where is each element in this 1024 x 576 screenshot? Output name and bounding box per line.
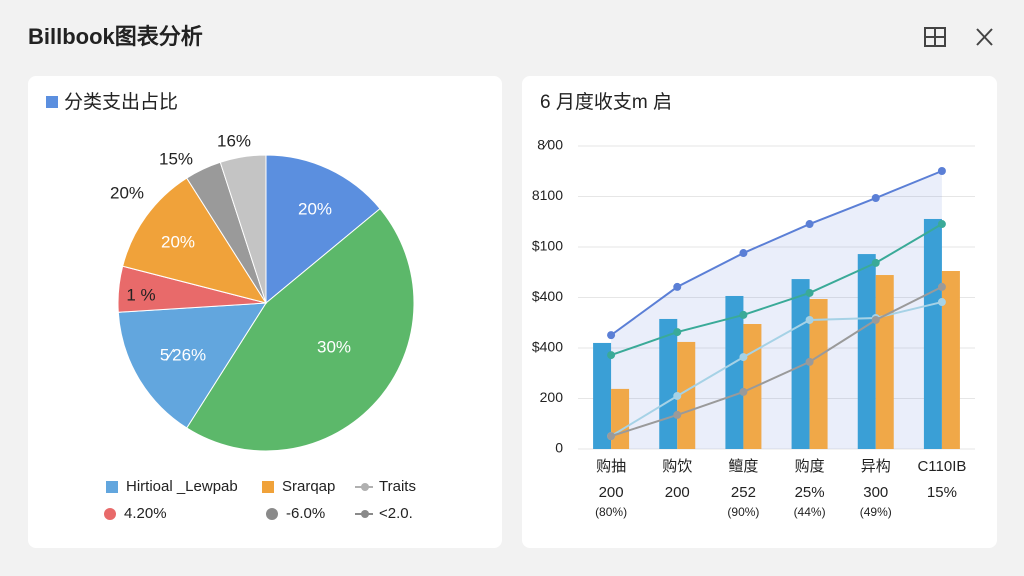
pie-slice [219, 154, 267, 304]
line [610, 286, 943, 438]
y-tick-label: 200 [540, 389, 564, 405]
line-point [739, 353, 748, 362]
bar [659, 318, 678, 449]
y-tick-label: $400 [532, 339, 563, 355]
line-point [673, 328, 682, 337]
line-point [937, 166, 946, 175]
pie-label: 20% [110, 183, 144, 202]
bar [593, 342, 612, 449]
line-point [805, 315, 814, 324]
bar [875, 275, 894, 449]
category-note: 252 [731, 484, 756, 501]
category-note: 300 [863, 484, 888, 501]
combo-title: 6 月度收支m 启 [540, 91, 672, 113]
line-point [871, 194, 880, 203]
category-note: 200 [665, 484, 690, 501]
line [610, 223, 943, 357]
legend-swatch [361, 483, 369, 491]
pie-label: 20% [298, 199, 332, 218]
layout-button[interactable] [924, 27, 946, 47]
y-tick-label: 0 [555, 440, 563, 456]
legend-label: Traits [379, 478, 416, 495]
app-title: Billbook图表分析 [28, 24, 203, 49]
x-tick-label: 购抽 [596, 458, 626, 475]
legend-label: Hirtioal _Lewpab [126, 478, 238, 495]
bar [941, 270, 960, 449]
category-note: 200 [599, 484, 624, 501]
legend-label: <2.0. [379, 505, 413, 522]
pie-label: 5⁄26% [160, 345, 206, 364]
pie-slice [122, 177, 268, 304]
line-point [805, 220, 814, 229]
bar [743, 324, 762, 449]
x-tick-label: 鳣度 [728, 458, 758, 475]
y-tick-label: $400 [532, 288, 563, 304]
line-point [607, 432, 616, 441]
legend-swatch [262, 481, 274, 493]
line-point [739, 310, 748, 319]
line-point [673, 410, 682, 419]
x-tick-label: 购饮 [662, 458, 692, 475]
legend-label: -6.0% [286, 505, 325, 522]
pie-label: 16% [217, 131, 251, 150]
legend-swatch [104, 508, 116, 520]
line-point [739, 387, 748, 396]
x-tick-label: 异构 [861, 458, 891, 475]
bar [677, 341, 696, 449]
bar [923, 218, 942, 449]
legend-label: Srarqap [282, 478, 335, 495]
title-icon [46, 96, 58, 108]
pie-title: 分类支出占比 [64, 91, 178, 113]
line-point [607, 331, 616, 340]
line-point [871, 258, 880, 267]
line-point [805, 288, 814, 297]
line-point [805, 357, 814, 366]
line-point [673, 391, 682, 400]
line-point [673, 282, 682, 291]
pie-label: 20% [161, 232, 195, 251]
line-point [739, 249, 748, 258]
legend-swatch [106, 481, 118, 493]
legend-swatch [266, 508, 278, 520]
category-note: 15% [927, 484, 957, 501]
legend-label: 4.20% [124, 505, 167, 522]
line [610, 170, 943, 336]
category-note: (49%) [860, 505, 892, 519]
category-note: 25% [795, 484, 825, 501]
bar [611, 388, 630, 449]
y-tick-label: $100 [532, 238, 563, 254]
legend-swatch [361, 510, 369, 518]
pie-label: 30% [317, 337, 351, 356]
x-tick-label: 购度 [795, 458, 825, 475]
line-point [871, 315, 880, 324]
y-tick-label: 8⁄00 [537, 137, 563, 153]
category-note: (80%) [595, 505, 627, 519]
pie-slice [265, 154, 381, 305]
pie-label: 15% [159, 149, 193, 168]
bar [809, 299, 828, 449]
close-button[interactable] [976, 28, 993, 46]
line-point [937, 298, 946, 307]
pie-slice [186, 207, 415, 452]
line-point [937, 220, 946, 229]
bar [857, 254, 876, 449]
category-note: (44%) [794, 505, 826, 519]
bar [725, 295, 744, 449]
pie-slice [117, 302, 267, 429]
pie-label: 1 % [126, 285, 155, 304]
category-note: (90%) [727, 505, 759, 519]
y-tick-label: 8100 [532, 187, 563, 203]
line-point [607, 351, 616, 360]
line-point [937, 282, 946, 291]
x-tick-label: C110IB [917, 458, 966, 475]
